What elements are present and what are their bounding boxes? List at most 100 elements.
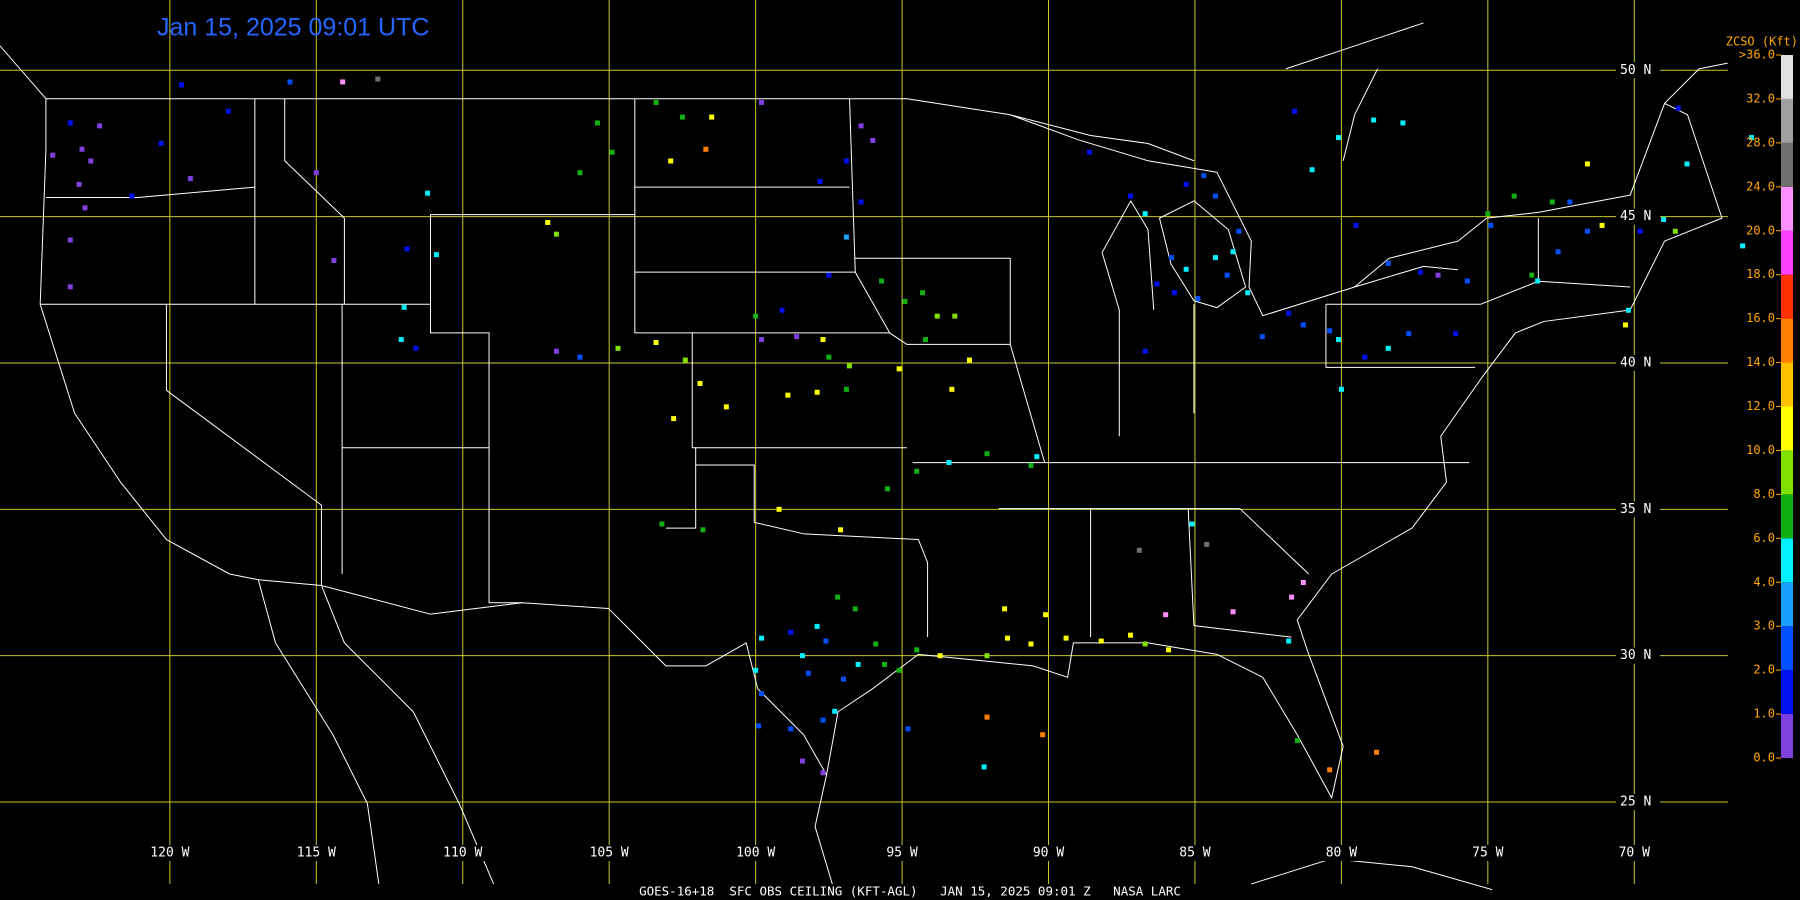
colorbar-segment [1781,582,1793,627]
colorbar-label: 32.0 [1746,91,1775,105]
station [1327,767,1333,773]
station [1230,249,1236,255]
colorbar-segment [1781,538,1793,583]
station [788,726,794,732]
station [984,714,990,720]
station [577,354,583,360]
station [1043,612,1049,618]
station [826,272,832,278]
station [1292,108,1298,114]
station [225,108,231,114]
label-bg [1022,845,1075,861]
station [709,114,715,120]
label-bg [1616,794,1660,811]
station [1672,228,1678,234]
station [914,647,920,653]
station [1201,173,1207,179]
station [413,345,419,351]
station [697,380,703,386]
station [882,661,888,667]
colorbar-label: 8.0 [1753,487,1775,501]
station [553,231,559,237]
station [753,667,759,673]
station [653,339,659,345]
colorbar-label: 24.0 [1746,179,1775,193]
station [668,158,674,164]
x-tick-label: 115 W [297,846,336,861]
station [1435,272,1441,278]
station [949,386,955,392]
label-bg [1616,354,1660,371]
station [843,386,849,392]
station [1002,606,1008,612]
stations [50,76,1754,776]
station [76,181,82,187]
station [1453,331,1459,337]
colorbar-label: 10.0 [1746,443,1775,457]
colorbar-segment [1781,406,1793,451]
station [609,149,615,155]
station [313,170,319,176]
station [870,138,876,144]
station [1230,609,1236,615]
station [1549,199,1555,205]
station [832,708,838,714]
station [1040,732,1046,738]
label-bg [876,845,929,861]
station [287,79,293,85]
station [794,334,800,340]
station [1245,290,1251,296]
station [1136,547,1142,553]
station [826,354,832,360]
label-bg [143,845,196,861]
station [1212,255,1218,261]
x-tick-label: 85 W [1179,846,1210,861]
colorbar-segment [1781,186,1793,231]
colorbar-segment [1781,98,1793,143]
y-tick-label: 40 N [1620,355,1651,370]
station [1622,322,1628,328]
x-tick-label: 110 W [443,846,482,861]
colorbar-segment [1781,318,1793,363]
station [920,290,926,296]
station [331,258,337,264]
station [1005,635,1011,641]
station [852,606,858,612]
station [187,176,193,182]
label-bg [1616,501,1660,518]
station [753,313,759,319]
station [820,770,826,776]
station [984,653,990,659]
colorbar-label: 2.0 [1753,663,1775,677]
station [905,726,911,732]
x-tick-label: 70 W [1619,846,1650,861]
y-tick-label: 30 N [1620,648,1651,663]
station [1353,222,1359,228]
station [723,404,729,410]
colorbar-label: 18.0 [1746,267,1775,281]
station [659,521,665,527]
colorbar-segment [1781,274,1793,319]
station [814,623,820,629]
station [1748,135,1754,141]
station [553,348,559,354]
label-bg [436,845,489,861]
station [1740,243,1746,249]
x-tick-label: 100 W [736,846,775,861]
station [843,234,849,240]
station [966,357,972,363]
station [1385,345,1391,351]
station [1300,322,1306,328]
station [158,140,164,146]
station [873,641,879,647]
station [50,152,56,158]
station [682,357,688,363]
station [758,635,764,641]
station [981,764,987,770]
station [896,667,902,673]
station [858,123,864,129]
station [799,653,805,659]
station [1637,228,1643,234]
station [952,313,958,319]
colorbar-label: 0.0 [1753,751,1775,765]
